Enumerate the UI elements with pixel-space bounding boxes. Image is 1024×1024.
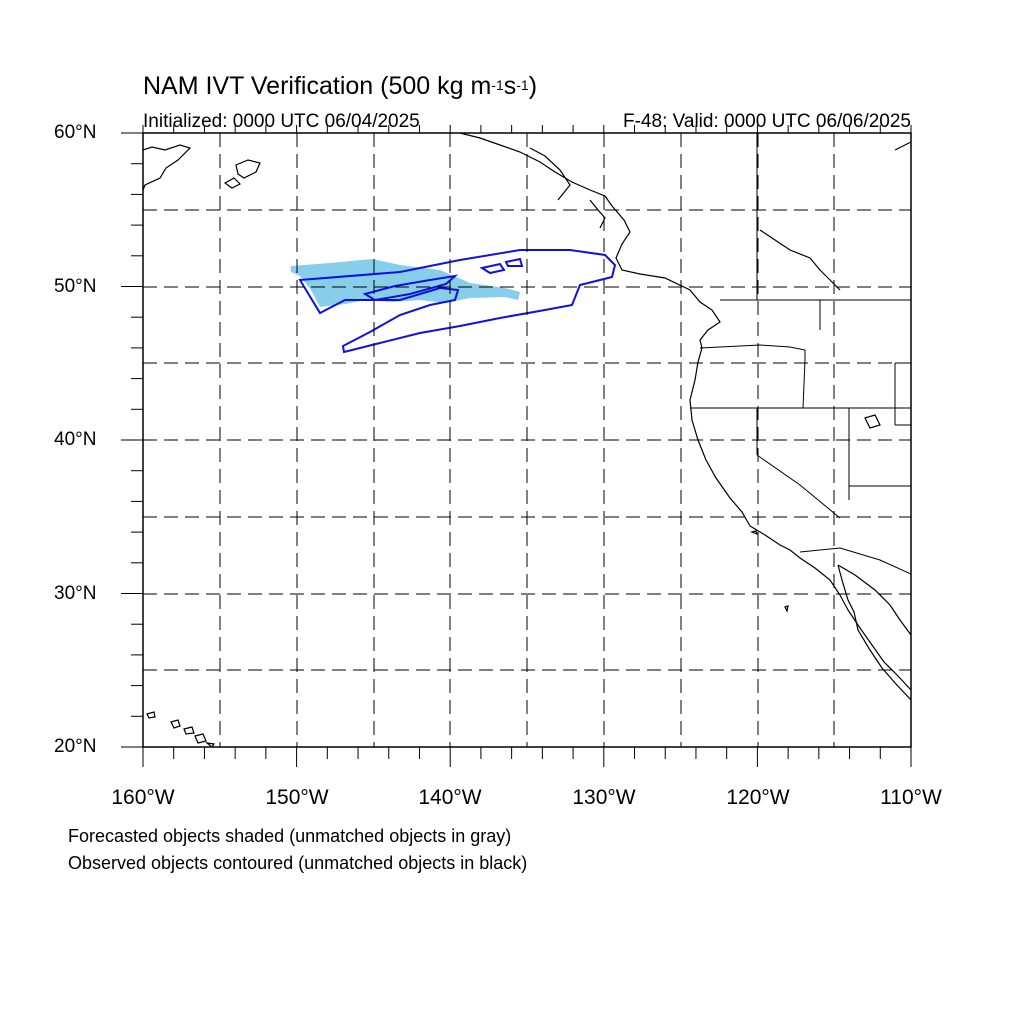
graticule: [143, 133, 911, 747]
coastlines: [143, 133, 911, 747]
footnote-forecast: Forecasted objects shaded (unmatched obj…: [68, 826, 512, 846]
footnote-observed: Observed objects contoured (unmatched ob…: [68, 853, 528, 873]
state-boundaries: [690, 133, 911, 575]
axis-ticks: [121, 125, 912, 767]
lon-label-130w: 130°W: [572, 786, 636, 809]
forecast-object-shade: [291, 259, 520, 307]
lon-label-110w: 110°W: [880, 786, 942, 809]
lat-label-40: 40°N: [54, 429, 97, 450]
lat-label-50: 50°N: [54, 276, 97, 297]
lon-label-120w: 120°W: [726, 786, 790, 809]
lon-label-160w: 160°W: [111, 786, 175, 809]
map-title: NAM IVT Verification (500 kg m-1s-1): [143, 72, 538, 100]
lat-label-30: 30°N: [54, 583, 97, 604]
initialized-label: Initialized: 0000 UTC 06/04/2025: [143, 111, 420, 132]
lon-label-140w: 140°W: [418, 786, 482, 809]
valid-time-label: F-48: Valid: 0000 UTC 06/06/2025: [623, 111, 911, 132]
lon-label-150w: 150°W: [265, 786, 329, 809]
lat-label-60: 60°N: [54, 122, 97, 143]
lat-label-20: 20°N: [54, 736, 97, 757]
